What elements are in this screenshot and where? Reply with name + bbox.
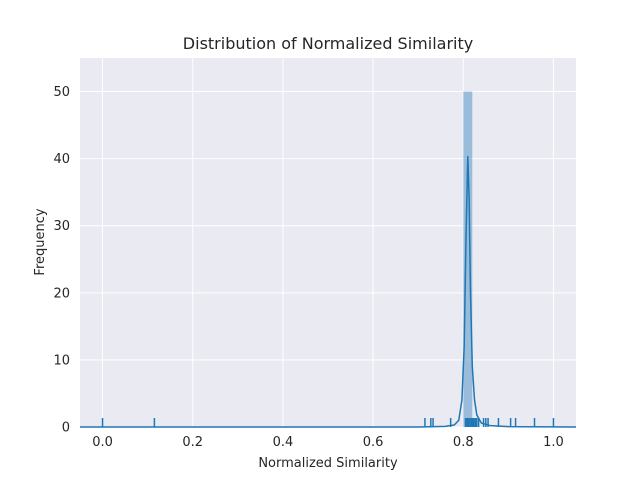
x-tick-label: 0.4 bbox=[273, 435, 294, 450]
x-tick-label: 1.0 bbox=[543, 435, 564, 450]
x-tick-label: 0.8 bbox=[453, 435, 474, 450]
y-axis-label: Frequency bbox=[33, 208, 48, 275]
y-tick-label: 30 bbox=[53, 219, 70, 234]
x-tick-label: 0.0 bbox=[92, 435, 113, 450]
kde-curve-group bbox=[80, 155, 577, 428]
kde-line bbox=[80, 155, 577, 428]
y-tick-label: 40 bbox=[53, 152, 70, 167]
y-tick-label: 20 bbox=[53, 286, 70, 301]
x-axis-ticks: 0.0 0.2 0.4 0.6 0.8 1.0 bbox=[92, 435, 564, 450]
y-tick-label: 0 bbox=[62, 421, 70, 436]
histogram-bars bbox=[463, 91, 473, 427]
x-tick-label: 0.2 bbox=[182, 435, 203, 450]
y-tick-label: 50 bbox=[53, 85, 70, 100]
y-axis-ticks: 0 10 20 30 40 50 bbox=[53, 85, 70, 435]
x-tick-label: 0.6 bbox=[363, 435, 384, 450]
y-tick-label: 10 bbox=[53, 353, 70, 368]
plot-area bbox=[80, 58, 576, 427]
histogram-bar bbox=[463, 91, 473, 427]
chart-title: Distribution of Normalized Similarity bbox=[183, 34, 473, 53]
x-axis-label: Normalized Similarity bbox=[258, 456, 398, 471]
